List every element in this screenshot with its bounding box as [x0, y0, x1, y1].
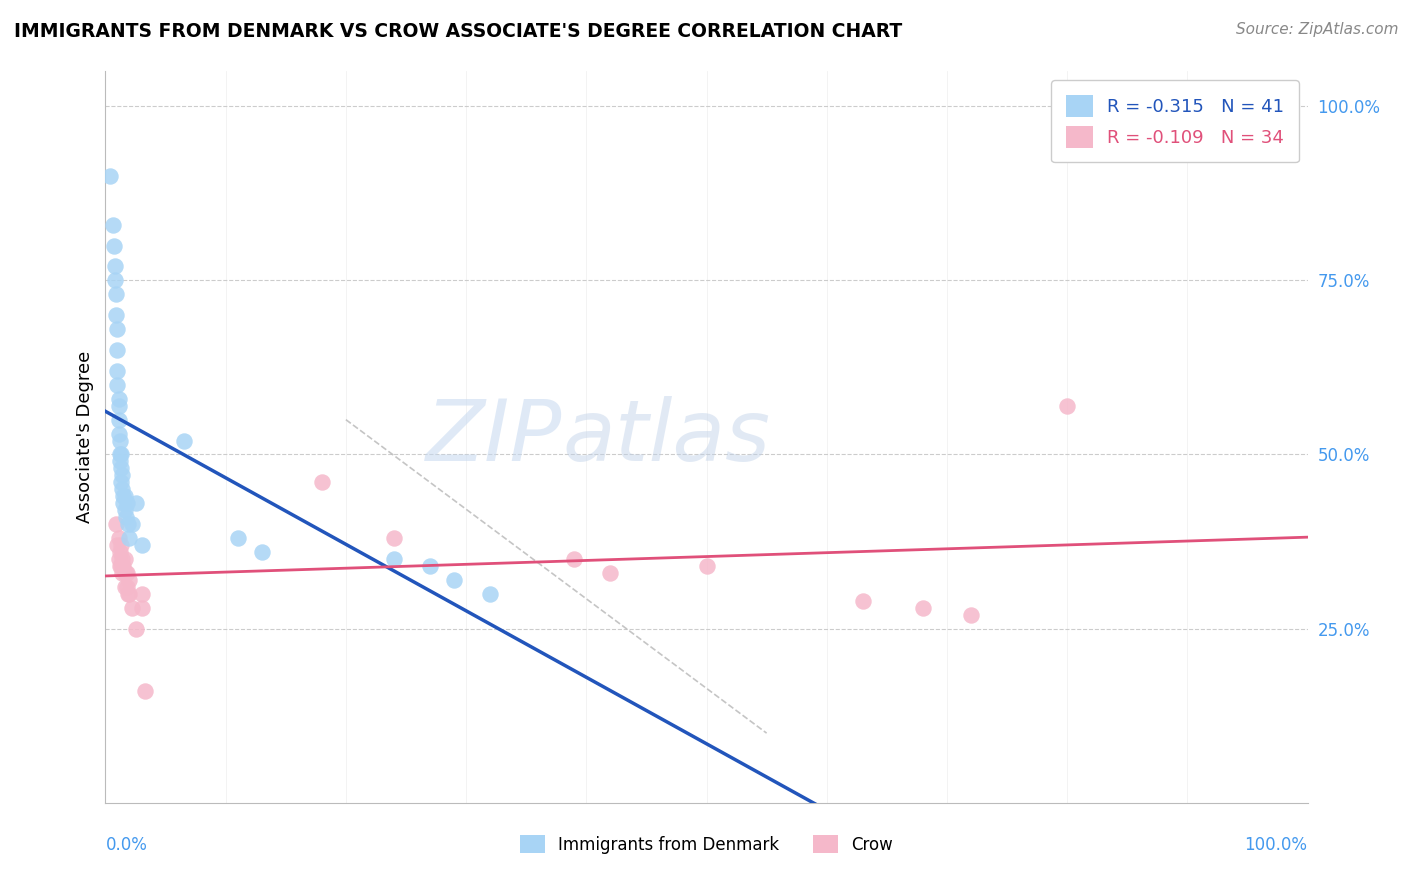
Point: [115, 566, 138, 580]
Point: [173, 434, 195, 448]
Point: [105, 287, 128, 301]
Point: [118, 573, 141, 587]
Point: [114, 489, 136, 503]
Point: [118, 531, 141, 545]
Text: Source: ZipAtlas.com: Source: ZipAtlas.com: [1236, 22, 1399, 37]
Point: [562, 552, 585, 566]
Point: [111, 468, 134, 483]
Point: [108, 545, 131, 559]
Point: [103, 238, 125, 252]
Point: [114, 552, 136, 566]
Point: [124, 496, 146, 510]
Text: 0.0%: 0.0%: [105, 836, 148, 854]
Point: [121, 600, 143, 615]
Point: [107, 538, 129, 552]
Point: [419, 558, 441, 573]
Point: [110, 461, 132, 475]
Point: [107, 531, 129, 545]
Point: [112, 489, 135, 503]
Text: 100.0%: 100.0%: [1244, 836, 1308, 854]
Point: [107, 552, 129, 566]
Point: [131, 600, 153, 615]
Point: [107, 343, 129, 357]
Point: [111, 566, 134, 580]
Point: [112, 558, 135, 573]
Point: [117, 587, 139, 601]
Point: [107, 399, 129, 413]
Point: [115, 496, 138, 510]
Point: [382, 552, 405, 566]
Point: [131, 587, 153, 601]
Point: [599, 566, 621, 580]
Point: [114, 580, 136, 594]
Point: [131, 538, 153, 552]
Point: [107, 377, 129, 392]
Point: [110, 448, 132, 462]
Point: [104, 260, 127, 274]
Point: [108, 454, 131, 468]
Point: [226, 531, 249, 545]
Point: [479, 587, 502, 601]
Point: [108, 434, 131, 448]
Point: [107, 426, 129, 441]
Point: [107, 322, 129, 336]
Point: [98, 169, 121, 183]
Point: [117, 517, 139, 532]
Point: [110, 538, 132, 552]
Point: [108, 448, 131, 462]
Point: [311, 475, 333, 490]
Point: [114, 566, 136, 580]
Y-axis label: Associate's Degree: Associate's Degree: [76, 351, 94, 524]
Point: [112, 496, 135, 510]
Point: [115, 580, 138, 594]
Point: [107, 364, 129, 378]
Point: [110, 558, 132, 573]
Text: IMMIGRANTS FROM DENMARK VS CROW ASSOCIATE'S DEGREE CORRELATION CHART: IMMIGRANTS FROM DENMARK VS CROW ASSOCIAT…: [14, 22, 903, 41]
Point: [1056, 399, 1078, 413]
Point: [121, 517, 143, 532]
Point: [115, 566, 138, 580]
Point: [443, 573, 465, 587]
Point: [107, 392, 129, 406]
Point: [960, 607, 983, 622]
Point: [852, 594, 875, 608]
Point: [911, 600, 934, 615]
Text: ZIP: ZIP: [426, 395, 562, 479]
Point: [114, 503, 136, 517]
Text: atlas: atlas: [562, 395, 770, 479]
Point: [105, 308, 128, 322]
Point: [696, 558, 718, 573]
Point: [105, 517, 128, 532]
Point: [124, 622, 146, 636]
Point: [118, 587, 141, 601]
Point: [101, 218, 124, 232]
Point: [115, 510, 138, 524]
Point: [111, 483, 134, 497]
Point: [250, 545, 273, 559]
Legend: R = -0.315   N = 41, R = -0.109   N = 34: R = -0.315 N = 41, R = -0.109 N = 34: [1052, 80, 1299, 162]
Point: [111, 552, 134, 566]
Point: [134, 684, 156, 698]
Point: [107, 412, 129, 426]
Point: [382, 531, 405, 545]
Point: [110, 475, 132, 490]
Point: [104, 273, 127, 287]
Point: [108, 558, 131, 573]
